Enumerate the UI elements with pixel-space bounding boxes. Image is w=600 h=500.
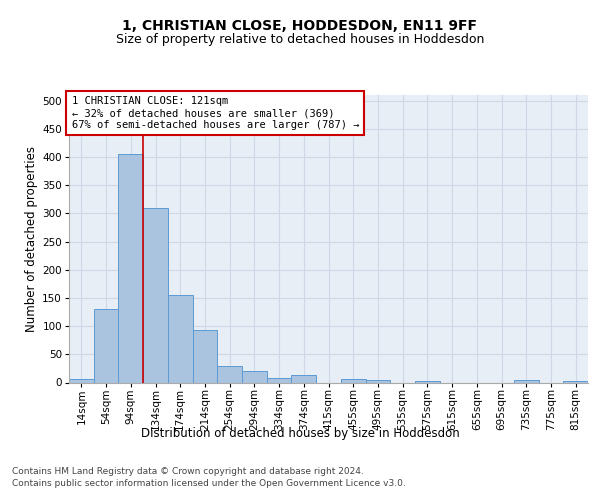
Bar — [415, 381, 440, 382]
Bar — [242, 371, 267, 382]
Bar — [267, 378, 292, 382]
Text: Contains public sector information licensed under the Open Government Licence v3: Contains public sector information licen… — [12, 479, 406, 488]
Bar — [168, 295, 193, 382]
Text: 1, CHRISTIAN CLOSE, HODDESDON, EN11 9FF: 1, CHRISTIAN CLOSE, HODDESDON, EN11 9FF — [122, 19, 478, 33]
Y-axis label: Number of detached properties: Number of detached properties — [25, 146, 38, 332]
Bar — [365, 380, 390, 382]
Text: Contains HM Land Registry data © Crown copyright and database right 2024.: Contains HM Land Registry data © Crown c… — [12, 468, 364, 476]
Bar — [563, 381, 588, 382]
Bar — [217, 366, 242, 382]
Bar — [94, 309, 118, 382]
Bar — [143, 208, 168, 382]
Text: Size of property relative to detached houses in Hoddesdon: Size of property relative to detached ho… — [116, 32, 484, 46]
Bar — [193, 330, 217, 382]
Text: Distribution of detached houses by size in Hoddesdon: Distribution of detached houses by size … — [140, 428, 460, 440]
Bar — [292, 375, 316, 382]
Bar — [69, 379, 94, 382]
Bar — [341, 379, 365, 382]
Bar — [514, 380, 539, 382]
Text: 1 CHRISTIAN CLOSE: 121sqm
← 32% of detached houses are smaller (369)
67% of semi: 1 CHRISTIAN CLOSE: 121sqm ← 32% of detac… — [71, 96, 359, 130]
Bar — [118, 154, 143, 382]
